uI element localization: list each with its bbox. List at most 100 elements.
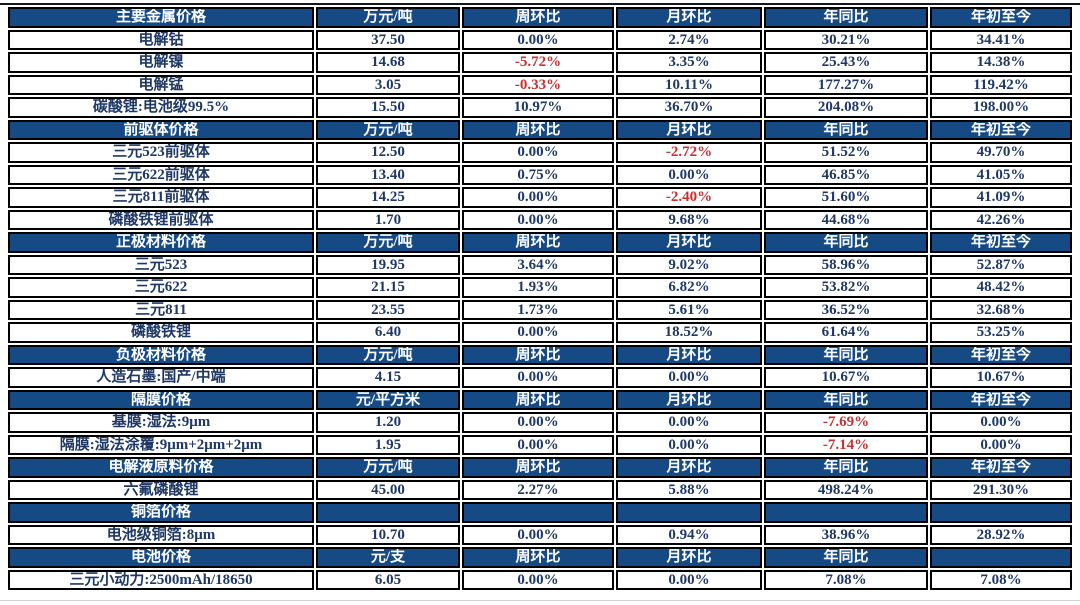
value-cell: 7.08% [764, 569, 928, 590]
column-header-cell: 周环比 [462, 7, 614, 28]
section-header-row: 负极材料价格 万元/吨 周环比 月环比 年同比 年初至今 [8, 344, 1072, 365]
column-header-cell [930, 547, 1072, 568]
table-row: 电解镍 14.68 -5.72% 3.35% 25.43% 14.38% [8, 52, 1072, 73]
table-row: 碳酸锂:电池级99.5% 15.50 10.97% 36.70% 204.08% 198.… [8, 97, 1072, 118]
column-header-cell: 年同比 [764, 547, 928, 568]
table-row: 人造石墨:国产/中端 4.15 0.00% 0.00% 10.67% 10.67% [8, 367, 1072, 388]
unit-header-cell: 元/支 [316, 547, 460, 568]
unit-header-cell [316, 502, 460, 523]
table-row: 三元622前驱体 13.40 0.75% 0.00% 46.85% 41.05% [8, 164, 1072, 185]
value-cell: 48.42% [930, 277, 1072, 298]
value-cell: -7.14% [764, 434, 928, 455]
value-cell: 51.60% [764, 187, 928, 208]
value-cell: 58.96% [764, 254, 928, 275]
value-cell: 0.00% [616, 569, 762, 590]
value-cell: 37.50 [316, 29, 460, 50]
value-cell: 3.05 [316, 74, 460, 95]
item-label-cell: 三元小动力:2500mAh/18650 [8, 569, 314, 590]
value-cell: 291.30% [930, 479, 1072, 500]
unit-header-cell: 万元/吨 [316, 7, 460, 28]
section-title-cell: 铜箔价格 [8, 502, 314, 523]
value-cell: 61.64% [764, 322, 928, 343]
column-header-cell [616, 502, 762, 523]
value-cell: 119.42% [930, 74, 1072, 95]
value-cell: 0.00% [462, 209, 614, 230]
value-cell: 14.38% [930, 52, 1072, 73]
value-cell: 0.00% [930, 434, 1072, 455]
item-label-cell: 三元622 [8, 277, 314, 298]
column-header-cell: 年同比 [764, 344, 928, 365]
value-cell: 1.95 [316, 434, 460, 455]
unit-header-cell: 元/平方米 [316, 389, 460, 410]
unit-header-cell: 万元/吨 [316, 232, 460, 253]
value-cell: 4.15 [316, 367, 460, 388]
table-row: 三元523前驱体 12.50 0.00% -2.72% 51.52% 49.70% [8, 142, 1072, 163]
value-cell: 14.68 [316, 52, 460, 73]
column-header-cell: 月环比 [616, 232, 762, 253]
column-header-cell: 年初至今 [930, 119, 1072, 140]
section-title-cell: 负极材料价格 [8, 344, 314, 365]
table-row: 磷酸铁锂 6.40 0.00% 18.52% 61.64% 53.25% [8, 322, 1072, 343]
value-cell: 1.73% [462, 299, 614, 320]
table-row: 三元811 23.55 1.73% 5.61% 36.52% 32.68% [8, 299, 1072, 320]
column-header-cell: 周环比 [462, 547, 614, 568]
item-label-cell: 电解锰 [8, 74, 314, 95]
table-row: 隔膜:湿法涂覆:9μm+2μm+2μm 1.95 0.00% 0.00% -7.14% 0… [8, 434, 1072, 455]
value-cell: 2.74% [616, 29, 762, 50]
column-header-cell: 周环比 [462, 119, 614, 140]
section-header-row: 前驱体价格 万元/吨 周环比 月环比 年同比 年初至今 [8, 119, 1072, 140]
value-cell: 15.50 [316, 97, 460, 118]
price-table-body: 主要金属价格 万元/吨 周环比 月环比 年同比 年初至今 电解钴 37.50 0.00% 2.74… [8, 7, 1072, 590]
value-cell: 1.93% [462, 277, 614, 298]
value-cell: 9.68% [616, 209, 762, 230]
column-header-cell: 月环比 [616, 7, 762, 28]
column-header-cell: 年同比 [764, 389, 928, 410]
section-header-row: 铜箔价格 [8, 502, 1072, 523]
item-label-cell: 三元811前驱体 [8, 187, 314, 208]
value-cell: 14.25 [316, 187, 460, 208]
value-cell: 0.94% [616, 524, 762, 545]
value-cell: 32.68% [930, 299, 1072, 320]
table-row: 电解锰 3.05 -0.33% 10.11% 177.27% 119.42% [8, 74, 1072, 95]
value-cell: 30.21% [764, 29, 928, 50]
value-cell: 45.00 [316, 479, 460, 500]
item-label-cell: 电解钴 [8, 29, 314, 50]
table-row: 三元523 19.95 3.64% 9.02% 58.96% 52.87% [8, 254, 1072, 275]
section-header-row: 隔膜价格 元/平方米 周环比 月环比 年同比 年初至今 [8, 389, 1072, 410]
value-cell: 3.64% [462, 254, 614, 275]
value-cell: 0.00% [462, 29, 614, 50]
value-cell: 0.00% [462, 322, 614, 343]
item-label-cell: 电池级铜箔:8μm [8, 524, 314, 545]
column-header-cell [462, 502, 614, 523]
column-header-cell: 周环比 [462, 389, 614, 410]
item-label-cell: 碳酸锂:电池级99.5% [8, 97, 314, 118]
value-cell: 6.05 [316, 569, 460, 590]
value-cell: 6.40 [316, 322, 460, 343]
value-cell: 1.70 [316, 209, 460, 230]
table-row: 电池级铜箔:8μm 10.70 0.00% 0.94% 38.96% 28.92% [8, 524, 1072, 545]
item-label-cell: 磷酸铁锂 [8, 322, 314, 343]
value-cell: 1.20 [316, 412, 460, 433]
item-label-cell: 人造石墨:国产/中端 [8, 367, 314, 388]
column-header-cell: 年初至今 [930, 389, 1072, 410]
value-cell: 23.55 [316, 299, 460, 320]
value-cell: 25.43% [764, 52, 928, 73]
value-cell: 12.50 [316, 142, 460, 163]
table-row: 电解钴 37.50 0.00% 2.74% 30.21% 34.41% [8, 29, 1072, 50]
value-cell: 0.00% [462, 524, 614, 545]
column-header-cell [930, 502, 1072, 523]
table-row: 三元622 21.15 1.93% 6.82% 53.82% 48.42% [8, 277, 1072, 298]
value-cell: -7.69% [764, 412, 928, 433]
column-header-cell: 月环比 [616, 457, 762, 478]
section-header-row: 电解液原料价格 万元/吨 周环比 月环比 年同比 年初至今 [8, 457, 1072, 478]
value-cell: 0.00% [462, 434, 614, 455]
item-label-cell: 六氟磷酸锂 [8, 479, 314, 500]
value-cell: 0.00% [616, 412, 762, 433]
column-header-cell: 年初至今 [930, 7, 1072, 28]
value-cell: 10.67% [764, 367, 928, 388]
item-label-cell: 隔膜:湿法涂覆:9μm+2μm+2μm [8, 434, 314, 455]
column-header-cell: 年初至今 [930, 457, 1072, 478]
column-header-cell: 月环比 [616, 547, 762, 568]
value-cell: 10.97% [462, 97, 614, 118]
value-cell: 53.82% [764, 277, 928, 298]
